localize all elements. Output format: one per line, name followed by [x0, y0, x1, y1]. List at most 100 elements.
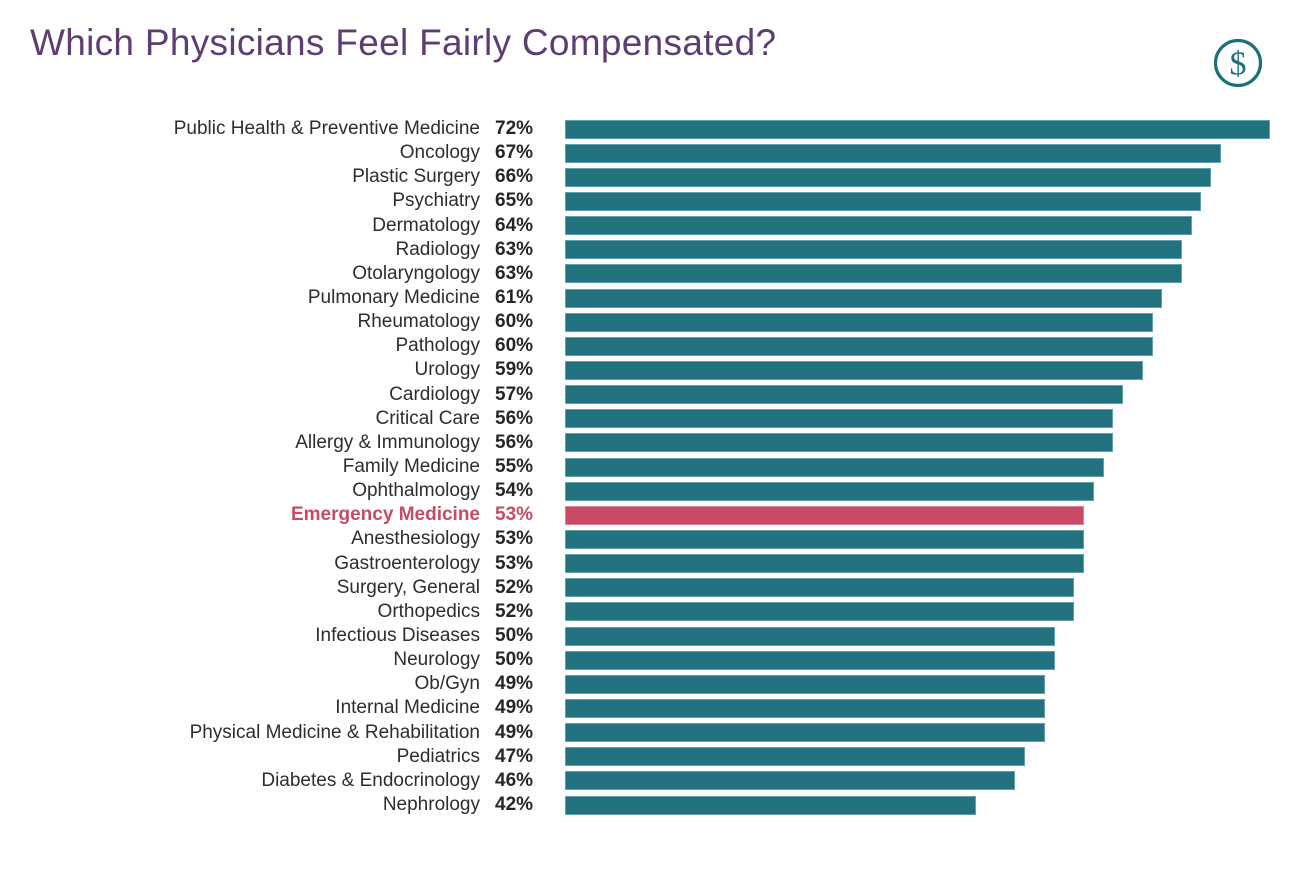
svg-text:$: $: [1230, 46, 1247, 83]
bar-track: [565, 481, 1270, 501]
bar-track: [565, 602, 1270, 622]
bar: [565, 795, 977, 815]
bar-track: [565, 312, 1270, 332]
bar: [565, 312, 1153, 332]
bar: [565, 433, 1114, 453]
bar-track: [565, 505, 1270, 525]
chart-row: Neurology 50%: [30, 648, 1270, 672]
chart-row: Surgery, General 52%: [30, 576, 1270, 600]
bar-track: [565, 771, 1270, 791]
chart-row: Infectious Diseases 50%: [30, 624, 1270, 648]
category-label: Pulmonary Medicine: [307, 287, 480, 309]
bar: [565, 650, 1055, 670]
chart-row: Nephrology 42%: [30, 793, 1270, 817]
chart-row: Emergency Medicine 53%: [30, 503, 1270, 527]
chart-row: Psychiatry 65%: [30, 189, 1270, 213]
category-label: Cardiology: [389, 383, 480, 405]
bar-track: [565, 457, 1270, 477]
bar: [565, 554, 1084, 574]
bar-track: [565, 216, 1270, 236]
category-label: Internal Medicine: [335, 697, 480, 719]
bar: [565, 409, 1114, 429]
bar: [565, 698, 1045, 718]
category-label: Rheumatology: [357, 311, 480, 333]
value-label: 56%: [495, 407, 534, 429]
bar: [565, 771, 1016, 791]
category-label: Pathology: [395, 335, 480, 357]
bar-track: [565, 264, 1270, 284]
value-label: 60%: [495, 311, 534, 333]
bar-track: [565, 674, 1270, 694]
category-label: Radiology: [395, 238, 481, 260]
category-label: Family Medicine: [342, 456, 480, 478]
bar: [565, 240, 1182, 260]
category-label: Critical Care: [375, 407, 480, 429]
value-label: 53%: [495, 552, 534, 574]
value-label: 63%: [495, 262, 534, 284]
chart-row: Otolaryngology 63%: [30, 262, 1270, 286]
value-label: 56%: [495, 431, 534, 453]
value-label: 46%: [495, 769, 534, 791]
chart-row: Pulmonary Medicine 61%: [30, 286, 1270, 310]
bar: [565, 602, 1075, 622]
category-label: Anesthesiology: [351, 528, 480, 550]
chart-row: Allergy & Immunology 56%: [30, 431, 1270, 455]
value-label: 42%: [495, 794, 534, 815]
bar: [565, 360, 1143, 380]
value-label: 65%: [495, 190, 534, 212]
bar: [565, 385, 1124, 405]
chart-row: Ophthalmology 54%: [30, 479, 1270, 503]
bar: [565, 216, 1192, 236]
value-label: 49%: [495, 673, 534, 695]
category-label: Oncology: [399, 142, 480, 164]
value-label: 61%: [495, 287, 534, 309]
value-label: 52%: [495, 600, 534, 622]
category-label: Neurology: [393, 649, 480, 671]
value-label: 50%: [495, 649, 534, 671]
category-label: Dermatology: [372, 214, 480, 236]
chart-row: Urology 59%: [30, 358, 1270, 382]
bar-track: [565, 433, 1270, 453]
bar-track: [565, 554, 1270, 574]
bar: [565, 143, 1222, 163]
bar-track: [565, 529, 1270, 549]
category-label: Otolaryngology: [352, 262, 480, 284]
bar: [565, 505, 1084, 525]
category-label: Ophthalmology: [352, 480, 480, 502]
chart-row: Critical Care 56%: [30, 407, 1270, 431]
value-label: 64%: [495, 214, 534, 236]
value-label: 49%: [495, 721, 534, 743]
chart-row: Plastic Surgery 66%: [30, 165, 1270, 189]
page-title: Which Physicians Feel Fairly Compensated…: [30, 22, 777, 63]
category-label: Plastic Surgery: [352, 166, 480, 188]
category-label: Gastroenterology: [334, 552, 480, 574]
category-label: Diabetes & Endocrinology: [261, 769, 480, 791]
chart-row: Oncology 67%: [30, 141, 1270, 165]
category-label: Allergy & Immunology: [295, 431, 480, 453]
bar-track: [565, 385, 1270, 405]
bar-track: [565, 191, 1270, 211]
bar: [565, 578, 1075, 598]
bar-track: [565, 723, 1270, 743]
bar: [565, 457, 1104, 477]
chart-row: Anesthesiology 53%: [30, 527, 1270, 551]
category-label: Urology: [414, 359, 480, 381]
bar: [565, 191, 1202, 211]
category-label: Ob/Gyn: [414, 673, 480, 695]
chart-row: Gastroenterology 53%: [30, 552, 1270, 576]
bar: [565, 119, 1270, 139]
chart-row: Diabetes & Endocrinology 46%: [30, 769, 1270, 793]
bar: [565, 264, 1182, 284]
chart-row: Radiology 63%: [30, 238, 1270, 262]
bar-track: [565, 747, 1270, 767]
value-label: 50%: [495, 625, 534, 647]
category-label: Orthopedics: [377, 600, 480, 622]
chart-row: Public Health & Preventive Medicine 72%: [30, 117, 1270, 141]
bar: [565, 626, 1055, 646]
value-label: 60%: [495, 335, 534, 357]
bar-track: [565, 119, 1270, 139]
value-label: 55%: [495, 456, 534, 478]
bar-track: [565, 143, 1270, 163]
bar-track: [565, 795, 1270, 815]
bar-track: [565, 578, 1270, 598]
